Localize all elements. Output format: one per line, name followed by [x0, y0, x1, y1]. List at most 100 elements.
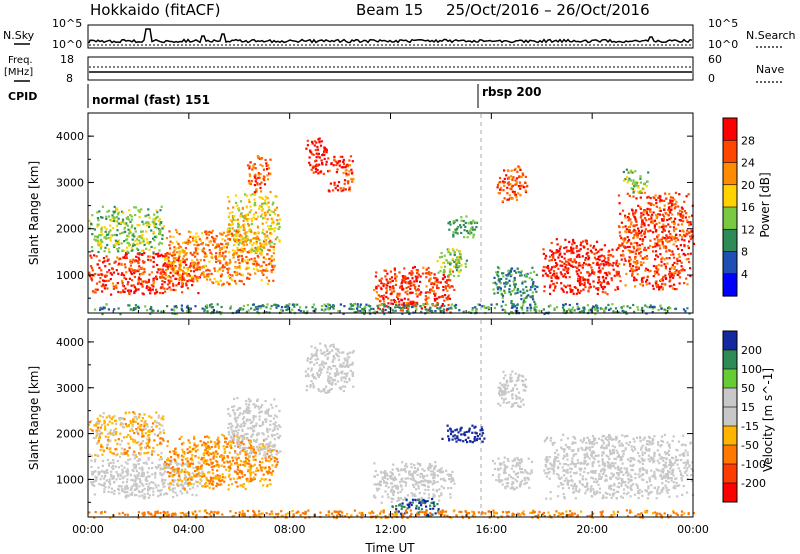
data-cell	[406, 282, 409, 285]
data-cell	[178, 266, 181, 269]
data-cell	[100, 423, 104, 426]
data-cell	[299, 306, 302, 309]
data-cell	[117, 263, 120, 267]
data-cell	[514, 286, 517, 289]
data-cell	[226, 243, 230, 246]
data-cell	[255, 264, 258, 267]
data-cell	[97, 219, 100, 222]
data-cell	[611, 264, 614, 267]
data-cell	[127, 433, 130, 437]
data-cell	[168, 485, 171, 488]
data-cell	[460, 257, 463, 261]
data-cell	[235, 201, 238, 204]
data-cell	[209, 458, 212, 461]
data-cell	[168, 275, 171, 278]
data-cell	[169, 276, 172, 279]
data-cell	[193, 475, 196, 478]
data-cell	[163, 479, 166, 482]
data-cell	[104, 428, 107, 431]
data-cell	[313, 144, 316, 147]
data-cell	[565, 263, 568, 267]
data-cell	[133, 412, 136, 415]
data-cell	[311, 153, 314, 156]
data-cell	[141, 253, 144, 256]
data-cell	[338, 164, 341, 167]
data-cell	[636, 236, 639, 239]
data-cell	[147, 278, 151, 281]
data-cell	[549, 255, 552, 258]
data-cell	[568, 249, 571, 253]
data-cell	[260, 253, 263, 256]
data-cell	[175, 312, 178, 316]
data-cell	[673, 222, 676, 225]
data-cell	[169, 261, 172, 264]
data-cell	[642, 261, 645, 264]
data-cell	[458, 258, 461, 261]
data-cell	[280, 306, 284, 309]
data-cell	[269, 172, 272, 175]
data-cell	[150, 451, 153, 454]
data-cell	[677, 253, 680, 256]
data-cell	[130, 478, 133, 482]
data-cell	[619, 234, 622, 237]
data-cell	[123, 426, 126, 429]
data-cell	[595, 240, 599, 243]
data-cell	[129, 429, 132, 432]
data-cell	[645, 209, 648, 212]
data-cell	[267, 237, 270, 240]
data-cell	[103, 280, 106, 283]
data-cell	[196, 258, 199, 261]
data-cell	[174, 270, 177, 273]
data-cell	[139, 242, 142, 245]
data-cell	[674, 203, 677, 206]
data-cell	[577, 277, 580, 280]
data-cell	[191, 472, 194, 475]
data-cell	[143, 252, 146, 255]
data-cell	[398, 306, 401, 309]
data-cell	[682, 308, 686, 311]
data-cell	[158, 232, 161, 235]
data-cell	[239, 215, 242, 218]
data-cell	[579, 264, 582, 267]
data-cell	[138, 216, 141, 219]
data-cell	[630, 171, 633, 174]
data-cell	[656, 285, 659, 289]
data-cell	[220, 255, 223, 258]
data-cell	[117, 217, 120, 220]
data-cell	[114, 239, 117, 242]
data-cell	[186, 448, 189, 451]
data-cell	[628, 259, 631, 262]
data-cell	[122, 481, 125, 484]
data-cell	[598, 264, 601, 267]
data-cell	[137, 458, 140, 461]
data-cell	[113, 489, 116, 492]
data-cell	[596, 292, 599, 295]
data-cell	[264, 214, 267, 217]
data-cell	[117, 438, 120, 441]
data-cell	[175, 240, 178, 243]
data-cell	[215, 310, 218, 313]
data-cell	[134, 230, 137, 233]
data-cell	[266, 174, 269, 177]
data-cell	[641, 284, 645, 287]
data-cell	[148, 216, 151, 219]
data-cell	[247, 251, 250, 254]
data-cell	[573, 258, 576, 261]
data-cell	[137, 426, 140, 429]
data-cell	[671, 196, 674, 199]
data-cell	[134, 290, 137, 293]
data-cell	[90, 277, 93, 280]
data-cell	[234, 194, 237, 197]
data-cell	[120, 242, 123, 245]
data-cell	[394, 273, 397, 276]
data-cell	[401, 312, 404, 315]
data-cell	[627, 216, 630, 220]
data-cell	[236, 477, 239, 480]
data-cell	[90, 465, 93, 468]
data-cell	[114, 210, 117, 213]
data-cell	[106, 423, 109, 426]
data-cell	[147, 496, 150, 499]
data-cell	[661, 279, 665, 282]
data-cell	[673, 271, 677, 274]
